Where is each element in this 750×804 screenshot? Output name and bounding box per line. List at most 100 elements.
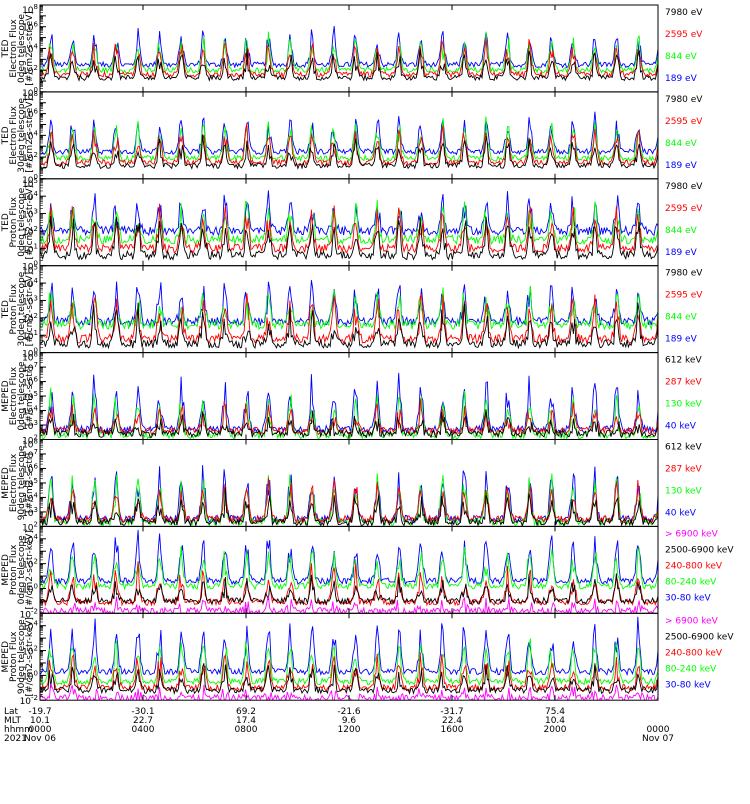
y-axis-label-line: TED: [1, 300, 11, 319]
series-line-1: [40, 409, 658, 439]
legend-entry: 7980 eV: [665, 182, 703, 192]
x-tick-label-lat: -31.7: [440, 707, 463, 717]
panel-7-plot-area: [40, 529, 658, 614]
series-line-4: [40, 638, 658, 686]
x-tick-label-mlt: 22.7: [133, 716, 153, 726]
legend-entry: 80-240 keV: [665, 664, 717, 674]
panel-4-plot-area: [40, 280, 658, 350]
series-line-2: [40, 37, 658, 79]
y-tick-label-top: 108: [22, 438, 38, 451]
y-tick-label: 102: [22, 520, 38, 533]
panel-1-plot-area: [40, 26, 658, 82]
legend-entry: 80-240 keV: [665, 577, 717, 587]
y-tick-label: 103: [22, 208, 38, 221]
legend-entry: 30-80 keV: [665, 680, 711, 690]
x-tick-label-lat: -19.7: [28, 707, 51, 717]
y-axis-label-line: Proton Flux: [9, 283, 19, 334]
series-line-4: [40, 190, 658, 237]
x-tick-label-lat: 69.2: [236, 707, 256, 717]
legend-entry: 2500-6900 keV: [665, 632, 734, 642]
series-line-4: [40, 546, 658, 591]
series-line-3: [40, 285, 658, 331]
y-axis-label-line: [#/cm2-s-str-keV]: [25, 617, 35, 696]
legend-entry: 612 keV: [665, 443, 702, 453]
y-tick-label: 102: [22, 151, 38, 164]
y-tick-label: 104: [22, 190, 38, 203]
x-tick-label-hhmm: 1200: [338, 725, 361, 735]
series-line-4: [40, 26, 658, 69]
y-tick-label: 106: [22, 108, 38, 121]
y-tick-label: 100: [22, 669, 38, 682]
legend-entry: 189 eV: [665, 161, 698, 171]
series-line-2: [40, 573, 658, 606]
x-tick-label-hhmm: 0400: [132, 725, 155, 735]
y-axis-label-line: [#/cm2-s-str]: [25, 453, 35, 513]
y-tick-label: 102: [22, 312, 38, 325]
legend-entry: 30-80 keV: [665, 593, 711, 603]
panel-frame: [39, 439, 659, 527]
series-line-2: [40, 203, 658, 254]
legend-entry: 240-800 keV: [665, 561, 723, 571]
y-tick-label-top: 108: [22, 90, 38, 103]
y-axis-label-line: MEPED: [1, 467, 11, 499]
legend-entry: 7980 eV: [665, 269, 703, 279]
y-tick-label: 102: [22, 645, 38, 658]
y-axis-label-line: 0deg telescope: [17, 361, 27, 431]
legend-entry: 2500-6900 keV: [665, 545, 734, 555]
x-tick-label-mlt: 10.1: [30, 716, 50, 726]
y-tick-label: 103: [22, 506, 38, 519]
y-axis-label-line: [#/cm2-s-str-eV]: [25, 98, 35, 173]
x-axis-row-label: 2021: [4, 734, 27, 744]
y-tick-label: 106: [22, 376, 38, 389]
legend-entry: 2595 eV: [665, 30, 703, 40]
y-tick-label: 100: [22, 86, 38, 99]
panel-5-plot-area: [40, 372, 658, 440]
y-tick-label-top: 108: [22, 351, 38, 364]
x-axis-row-label: MLT: [4, 716, 22, 726]
legend-entry: 40 keV: [665, 509, 697, 519]
series-line-2: [40, 663, 658, 695]
y-tick-label: 102: [22, 558, 38, 571]
series-line-1: [40, 47, 658, 82]
y-tick-label: 102: [22, 434, 38, 447]
y-tick-label: 105: [22, 390, 38, 403]
legend-entry: 2595 eV: [665, 291, 703, 301]
y-axis-label-line: [#/cm2-s-str-eV]: [25, 11, 35, 86]
series-line-4: [40, 372, 658, 435]
x-axis-row-label: hhmm: [4, 725, 33, 735]
series-line-5: [40, 616, 658, 677]
y-tick-label: 104: [22, 533, 38, 546]
y-tick-label: 101: [22, 242, 38, 255]
y-axis-label-line: TED: [1, 39, 11, 58]
series-line-1: [40, 215, 658, 261]
series-line-5: [40, 529, 658, 586]
series-line-3: [40, 116, 658, 163]
x-tick-label-mlt: 9.6: [342, 716, 357, 726]
x-tick-label-hhmm: 0800: [235, 725, 258, 735]
y-tick-label: 103: [22, 419, 38, 432]
legend-entry: 189 eV: [665, 248, 698, 258]
y-axis-label-line: 30deg telescope: [17, 98, 27, 173]
y-tick-label: 104: [22, 405, 38, 418]
y-tick-label: 107: [22, 448, 38, 461]
series-line-2: [40, 293, 658, 345]
y-tick-label: 104: [22, 129, 38, 142]
y-axis-label-line: [#/cm2-s-str]: [25, 366, 35, 426]
legend-entry: 287 keV: [665, 378, 702, 388]
y-tick-label: 104: [22, 491, 38, 504]
x-tick-label-hhmm: 1600: [441, 725, 464, 735]
y-axis-label-line: 90deg telescope: [17, 619, 27, 694]
series-line-3: [40, 199, 658, 246]
legend-entry: > 6900 keV: [665, 529, 719, 539]
y-axis-label-line: Proton Flux: [9, 631, 19, 682]
y-tick-label: 105: [22, 477, 38, 490]
x-tick-label-hhmm: 2000: [544, 725, 567, 735]
series-line-4: [40, 465, 658, 525]
legend-entry: 7980 eV: [665, 95, 703, 105]
